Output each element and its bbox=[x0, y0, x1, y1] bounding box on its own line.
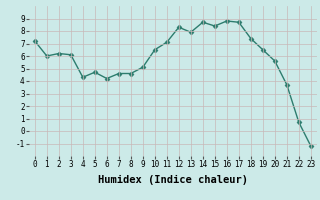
X-axis label: Humidex (Indice chaleur): Humidex (Indice chaleur) bbox=[98, 175, 248, 185]
